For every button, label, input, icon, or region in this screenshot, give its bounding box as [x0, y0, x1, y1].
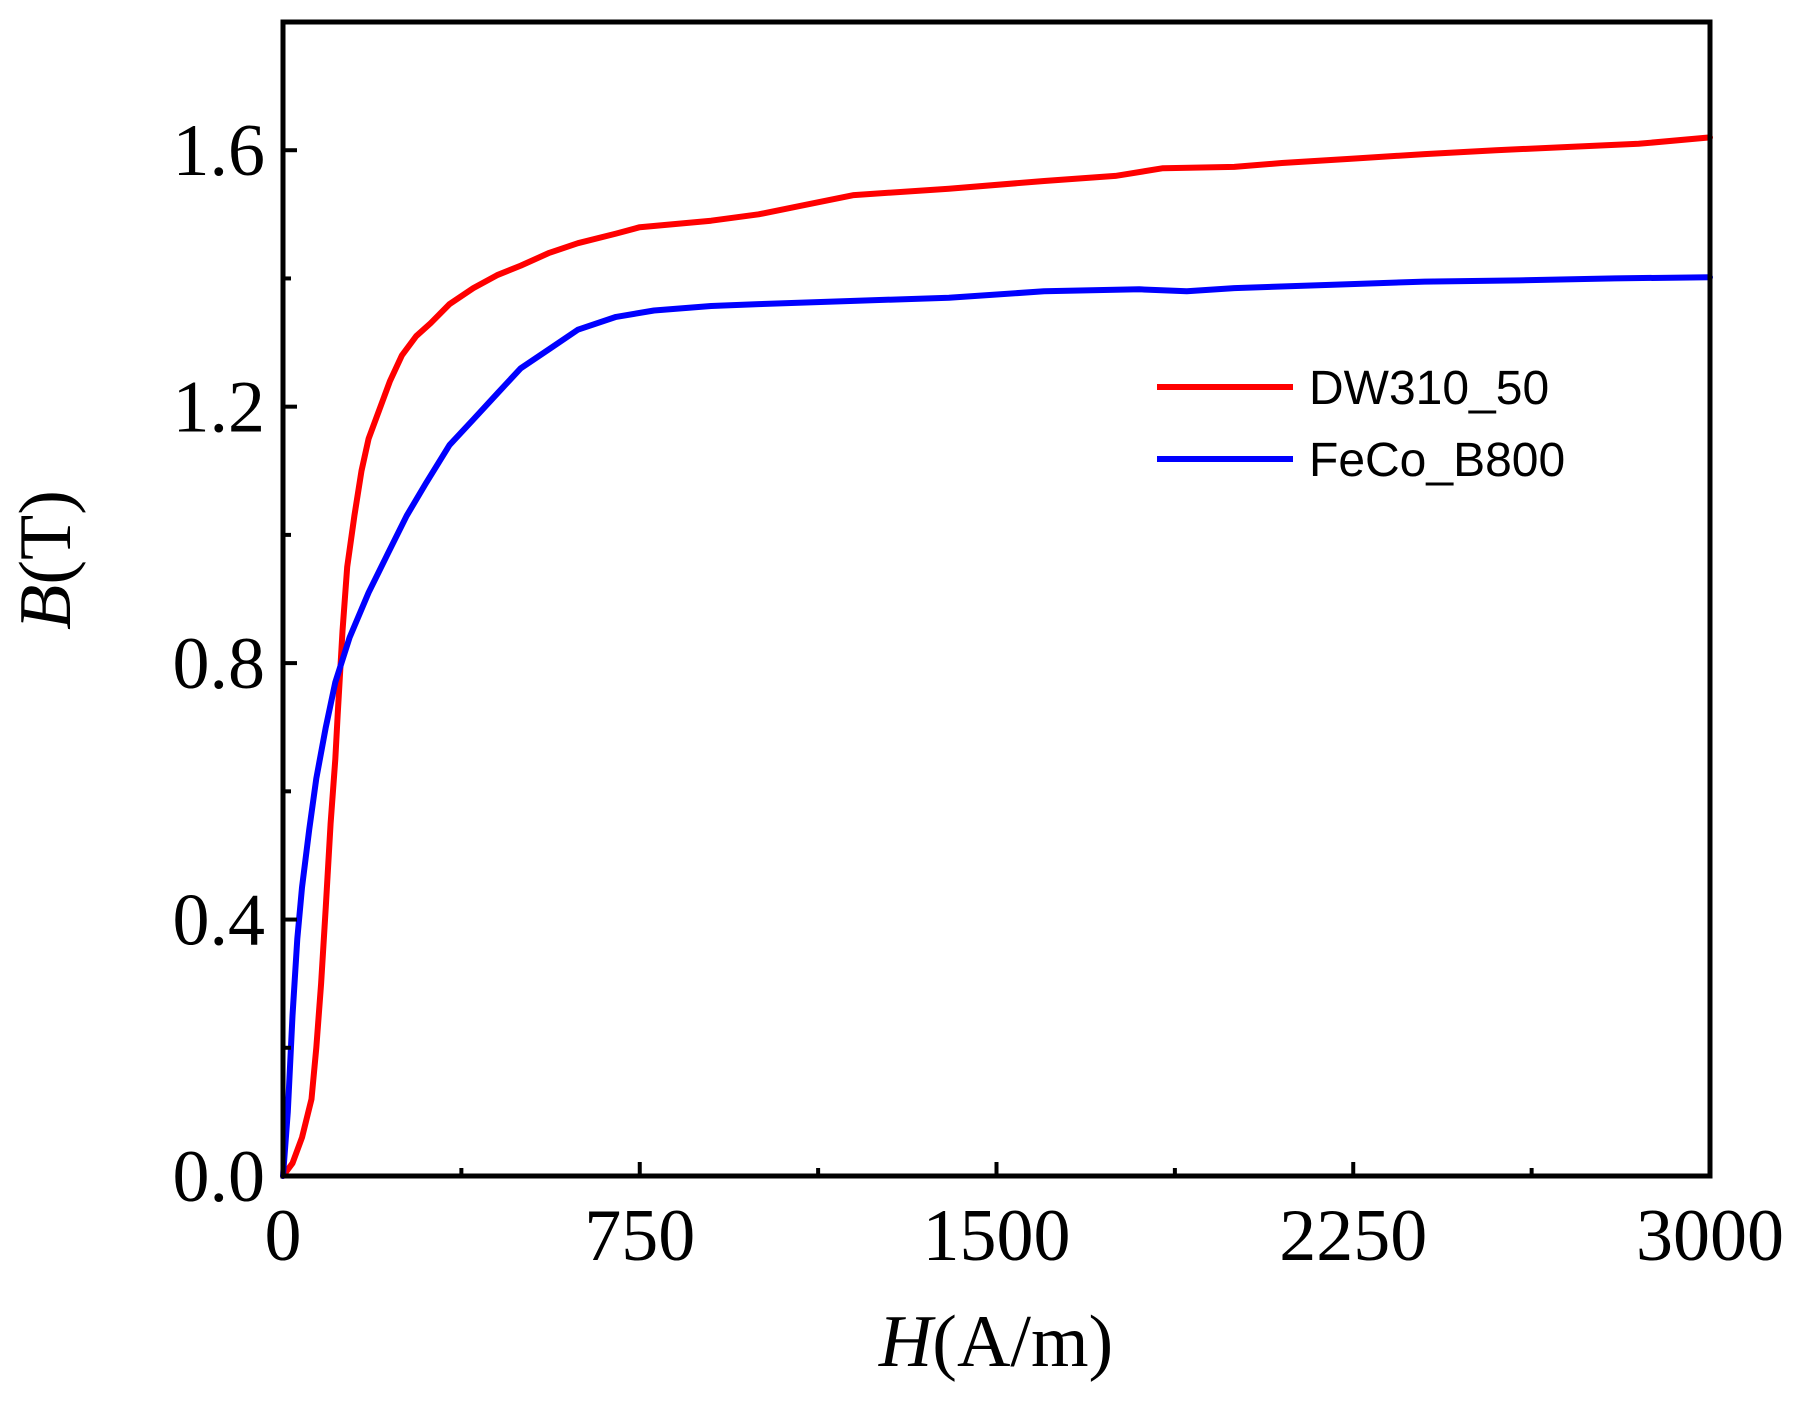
y-tick-label: 1.6 — [173, 110, 266, 192]
y-tick-label: 0.0 — [173, 1136, 266, 1218]
legend-label-feco-b800: FeCo_B800 — [1309, 434, 1565, 487]
series-line-dw310-50 — [280, 134, 1713, 1179]
x-tick-label: 2250 — [1279, 1195, 1427, 1277]
legend: DW310_50 FeCo_B800 — [1157, 362, 1565, 487]
ticks-layer: 0 750 1500 2250 3000 0.0 0.4 0.8 1.2 1.6 — [173, 20, 1784, 1277]
x-axis-title: H(A/m) — [878, 1301, 1113, 1383]
series-line-feco-b800 — [280, 274, 1713, 1179]
y-tick-label: 0.8 — [173, 623, 266, 705]
y-axis-title: B(T) — [5, 490, 87, 630]
plot-frame — [280, 19, 1713, 1179]
legend-label-dw310-50: DW310_50 — [1309, 362, 1549, 415]
y-tick-label: 1.2 — [173, 367, 266, 449]
x-tick-label: 3000 — [1636, 1195, 1784, 1277]
x-tick-label: 1500 — [923, 1195, 1071, 1277]
x-tick-label: 0 — [265, 1195, 302, 1277]
x-tick-label: 750 — [584, 1195, 695, 1277]
series-layer — [280, 134, 1713, 1179]
y-tick-label: 0.4 — [173, 880, 266, 962]
